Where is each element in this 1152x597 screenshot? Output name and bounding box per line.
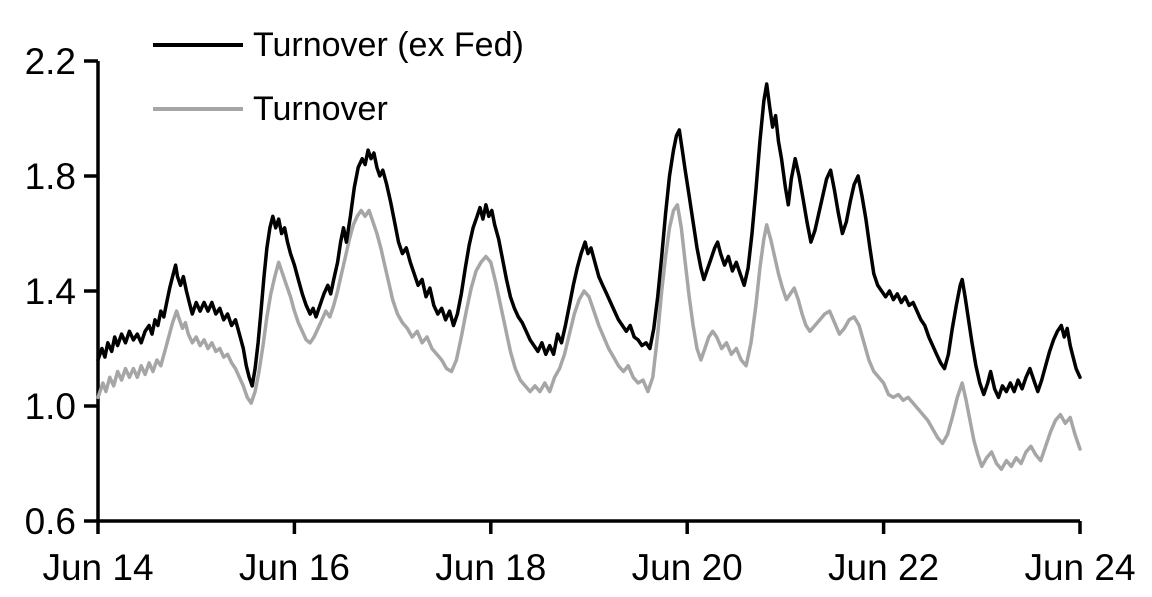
- x-tick-label: Jun 18: [435, 547, 546, 588]
- legend-label-turnover-ex-fed: Turnover (ex Fed): [253, 26, 524, 64]
- legend-line-swatch-black: [153, 43, 243, 47]
- series-line-turnover: [96, 203, 1082, 472]
- legend-line-swatch-gray: [153, 107, 243, 111]
- series-line-turnover-ex-fed: [96, 82, 1082, 400]
- legend-item-turnover: Turnover: [153, 90, 524, 128]
- x-tick-label: Jun 22: [828, 547, 939, 588]
- y-tick-label: 0.6: [25, 501, 76, 542]
- x-tick-label: Jun 20: [632, 547, 743, 588]
- x-tick-label: Jun 24: [1024, 547, 1135, 588]
- legend-label-turnover: Turnover: [253, 90, 388, 128]
- y-tick-label: 1.0: [25, 386, 76, 427]
- legend-item-turnover-ex-fed: Turnover (ex Fed): [153, 26, 524, 64]
- x-tick-label: Jun 14: [42, 547, 153, 588]
- y-tick-label: 1.4: [25, 271, 76, 312]
- x-tick-label: Jun 16: [239, 547, 350, 588]
- legend: Turnover (ex Fed) Turnover: [153, 26, 524, 128]
- y-tick-label: 1.8: [25, 156, 76, 197]
- y-tick-label: 2.2: [25, 41, 76, 82]
